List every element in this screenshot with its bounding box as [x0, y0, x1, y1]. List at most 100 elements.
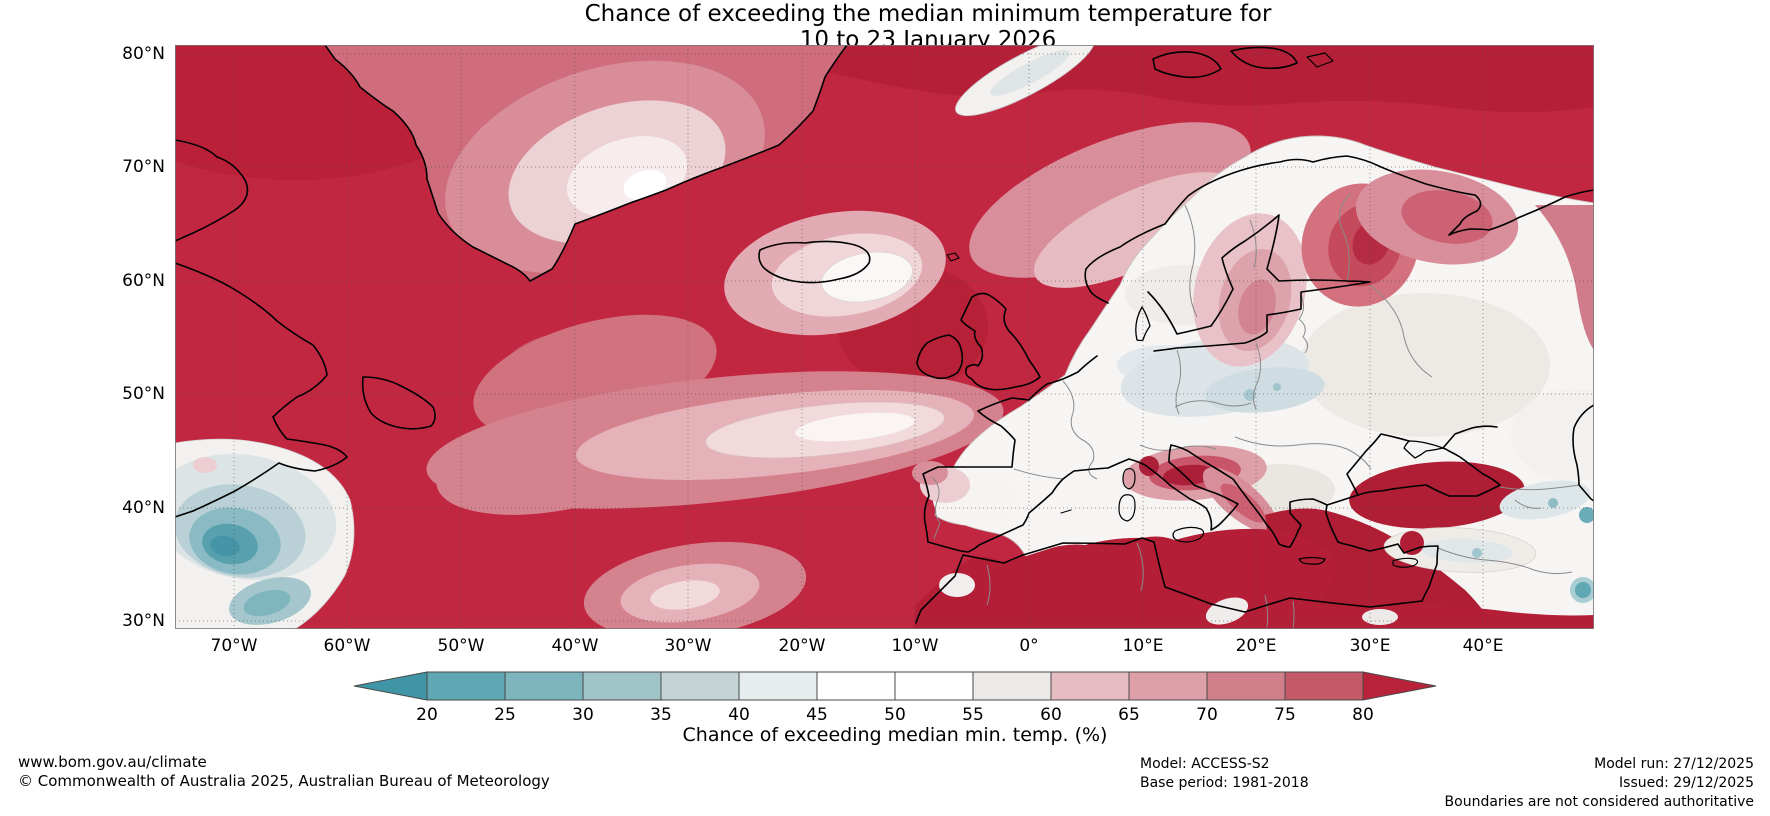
arctic-dark-band	[735, 45, 1594, 113]
colorbar-seg-75-80	[1284, 671, 1364, 701]
iceland-halo-core	[821, 251, 913, 303]
colorbar-tick-40: 40	[728, 705, 750, 725]
crimea-coast	[1403, 440, 1444, 459]
colorbar-seg-40-45	[738, 671, 818, 701]
europe-med-coast	[922, 355, 1359, 553]
colorbar-tick-labels: 20 25 30 35 40 45 50 55 60 65 70 75 80	[416, 705, 1374, 725]
adriatic-red-core	[1220, 483, 1266, 523]
lon-tick-50w: 50°W	[437, 636, 485, 656]
nw-atlantic-pink-dot	[193, 457, 217, 473]
africa-dark-fill	[913, 536, 1594, 629]
arctic-white-streak-core	[989, 50, 1071, 96]
sardinia-coast	[1118, 494, 1136, 522]
cyprus-coast	[1392, 557, 1419, 568]
lat-tick-50n: 50°N	[122, 384, 165, 404]
anatolia-dark-dot	[1400, 531, 1424, 555]
sicily-coast	[1172, 526, 1205, 543]
map-canvas	[175, 45, 1594, 629]
colorbar-seg-20-25	[426, 671, 506, 701]
lat-tick-80n: 80°N	[122, 44, 165, 64]
colorbar-tick-80: 80	[1352, 705, 1374, 725]
footer-site-url: www.bom.gov.au/climate	[18, 753, 207, 771]
colorbar-tick-70: 70	[1196, 705, 1218, 725]
right-edge-red-band	[1535, 205, 1594, 350]
colorbar: 20 25 30 35 40 45 50 55 60 65 70 75 80	[353, 671, 1437, 725]
labrador-ns-coast	[175, 262, 348, 518]
lon-tick-0: 0°	[1019, 636, 1039, 656]
colorbar-seg-50-55	[894, 671, 974, 701]
page-title: Chance of exceeding the median minimum t…	[478, 1, 1378, 53]
colorbar-tick-45: 45	[806, 705, 828, 725]
lon-tick-30w: 30°W	[664, 636, 712, 656]
colorbar-seg-65-70	[1128, 671, 1208, 701]
black-sea-west-coast	[1346, 433, 1410, 496]
lon-tick-10w: 10°W	[891, 636, 939, 656]
title-line-1: Chance of exceeding the median minimum t…	[584, 1, 1272, 27]
atlantic-pale-band-core	[795, 412, 915, 442]
lon-tick-10e: 10°E	[1122, 636, 1164, 656]
lon-tick-20e: 20°E	[1235, 636, 1277, 656]
colorbar-arrow-left	[353, 671, 428, 701]
east-europe-grey-patch	[1300, 293, 1550, 437]
newfoundland-coast	[361, 376, 436, 430]
nw-atlantic-teal-darkest	[210, 535, 240, 557]
colorbar-tick-30: 30	[572, 705, 594, 725]
anatolia-bluegrey-core	[1421, 538, 1513, 564]
colorbar-tick-60: 60	[1040, 705, 1062, 725]
caspian-coast	[1572, 404, 1594, 502]
morocco-white-spot	[939, 573, 975, 597]
libya-white-spot	[1362, 609, 1398, 625]
right-edge-teal-spot-1	[1579, 507, 1594, 523]
baffin-coast	[175, 139, 249, 242]
svalbard-coast-3	[1306, 52, 1334, 68]
black-sea-south-coast	[1357, 447, 1501, 497]
greenland-white-core	[623, 170, 667, 200]
colorbar-seg-25-30	[504, 671, 584, 701]
lat-tick-40n: 40°N	[122, 498, 165, 518]
footer-right: Model run: 27/12/2025 Issued: 29/12/2025…	[1404, 755, 1754, 812]
colorbar-seg-60-65	[1050, 671, 1130, 701]
norwegian-sea-pink-inner	[1034, 172, 1236, 288]
colorbar-seg-70-75	[1206, 671, 1286, 701]
balearics-coast	[1060, 509, 1072, 514]
footer-left: www.bom.gov.au/climate © Commonwealth of…	[18, 753, 550, 791]
colorbar-tick-35: 35	[650, 705, 672, 725]
right-edge-teal-spot-2	[1575, 582, 1591, 598]
turkey-africa-coast	[915, 504, 1439, 624]
anatolia-teal-dot	[1472, 548, 1482, 558]
probability-map	[175, 45, 1594, 629]
lon-tick-20w: 20°W	[778, 636, 826, 656]
colorbar-tick-50: 50	[884, 705, 906, 725]
tunisia-white-spot	[1205, 597, 1249, 625]
caspian-white-patch	[1511, 389, 1594, 481]
coastlines	[175, 45, 1594, 624]
lon-tick-70w: 70°W	[210, 636, 258, 656]
footer-model: Model: ACCESS-S2	[1140, 756, 1270, 772]
norway-kola-coast	[1084, 155, 1594, 304]
colorbar-seg-30-35	[582, 671, 662, 701]
baltic-coast	[1147, 214, 1371, 352]
colorbar-tick-25: 25	[494, 705, 516, 725]
caucasus-teal-dot	[1548, 498, 1558, 508]
ireland-coast	[916, 334, 964, 380]
country-borders	[931, 192, 1580, 629]
crete-coast	[1298, 556, 1326, 565]
lon-tick-30e: 30°E	[1349, 636, 1391, 656]
lon-tick-60w: 60°W	[323, 636, 371, 656]
black-sea-dark-fill	[1349, 461, 1525, 529]
colorbar-cells	[353, 671, 1437, 701]
nw-atlantic-teal-south-core	[243, 589, 291, 617]
lat-tick-60n: 60°N	[122, 271, 165, 291]
caucasus-bluegrey-patch	[1499, 480, 1591, 520]
lat-tick-70n: 70°N	[122, 157, 165, 177]
lon-tick-40e: 40°E	[1462, 636, 1504, 656]
colorbar-tick-55: 55	[962, 705, 984, 725]
colorbar-seg-55-60	[972, 671, 1052, 701]
alps-red-core	[1163, 464, 1215, 486]
iberia-nw-red-patch	[912, 461, 948, 485]
colorbar-seg-35-40	[660, 671, 740, 701]
aegean-dark-fill	[1265, 508, 1495, 629]
central-europe-teal-dot-2	[1273, 383, 1281, 391]
greenland-coast	[324, 45, 848, 282]
